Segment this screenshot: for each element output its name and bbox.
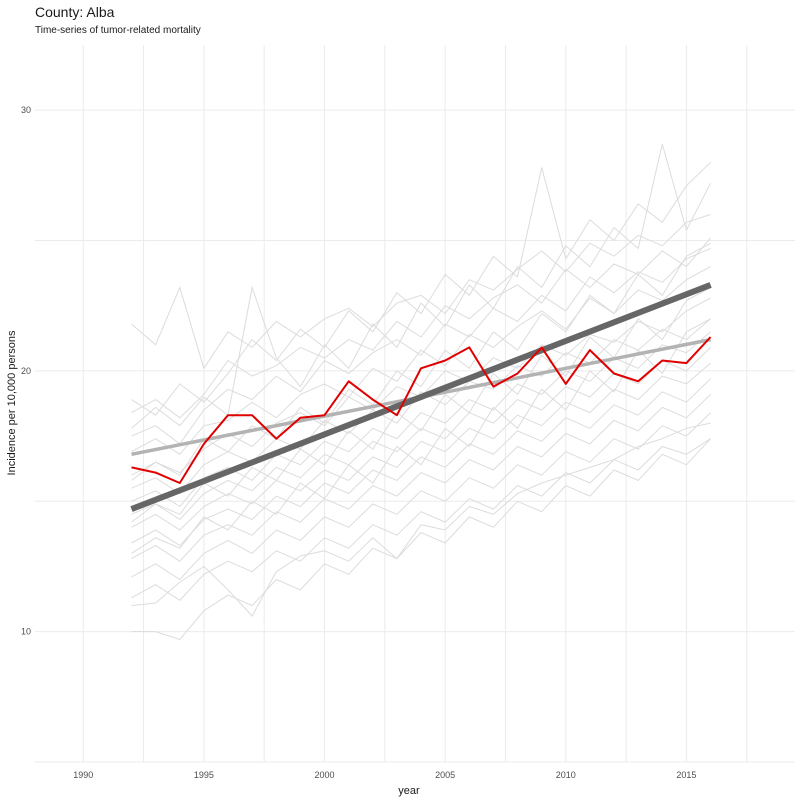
background-series-line [131, 242, 711, 481]
y-axis-label: Incidence per 10,000 persons [6, 330, 18, 475]
background-series-line [131, 394, 711, 562]
trend-lines-group [130, 282, 712, 512]
background-series-line [131, 318, 711, 495]
background-series-line [131, 214, 711, 370]
trend-line-main [130, 282, 712, 512]
y-tick-label: 30 [21, 105, 31, 115]
x-axis-label: year [398, 785, 420, 797]
x-tick-label: 2000 [315, 770, 335, 780]
background-series-line [131, 237, 711, 419]
x-tick-label: 2015 [676, 770, 696, 780]
background-series-line [131, 318, 711, 554]
background-series-line [131, 287, 711, 523]
x-tick-label: 1990 [73, 770, 93, 780]
y-tick-label: 20 [21, 366, 31, 376]
tick-labels: 1990 1995 2000 2005 2010 2015 10 20 30 [21, 105, 696, 780]
highlight-series-group [131, 336, 712, 484]
background-series-line [131, 378, 711, 547]
chart-subtitle: Time-series of tumor-related mortality [35, 25, 201, 36]
background-series-group [131, 143, 712, 641]
grid-lines [35, 45, 795, 763]
y-tick-label: 10 [21, 627, 31, 637]
x-tick-label: 1995 [194, 770, 214, 780]
chart-title: County: Alba [35, 4, 115, 20]
background-series-line [131, 438, 711, 641]
highlight-series-line [131, 336, 712, 484]
background-series-line [131, 438, 711, 601]
background-series-line [131, 412, 711, 581]
background-series-line [131, 247, 711, 445]
background-series-line [131, 161, 711, 416]
background-series-line [131, 362, 711, 531]
background-series-line [131, 422, 711, 617]
x-tick-label: 2005 [435, 770, 455, 780]
x-tick-label: 2010 [556, 770, 576, 780]
